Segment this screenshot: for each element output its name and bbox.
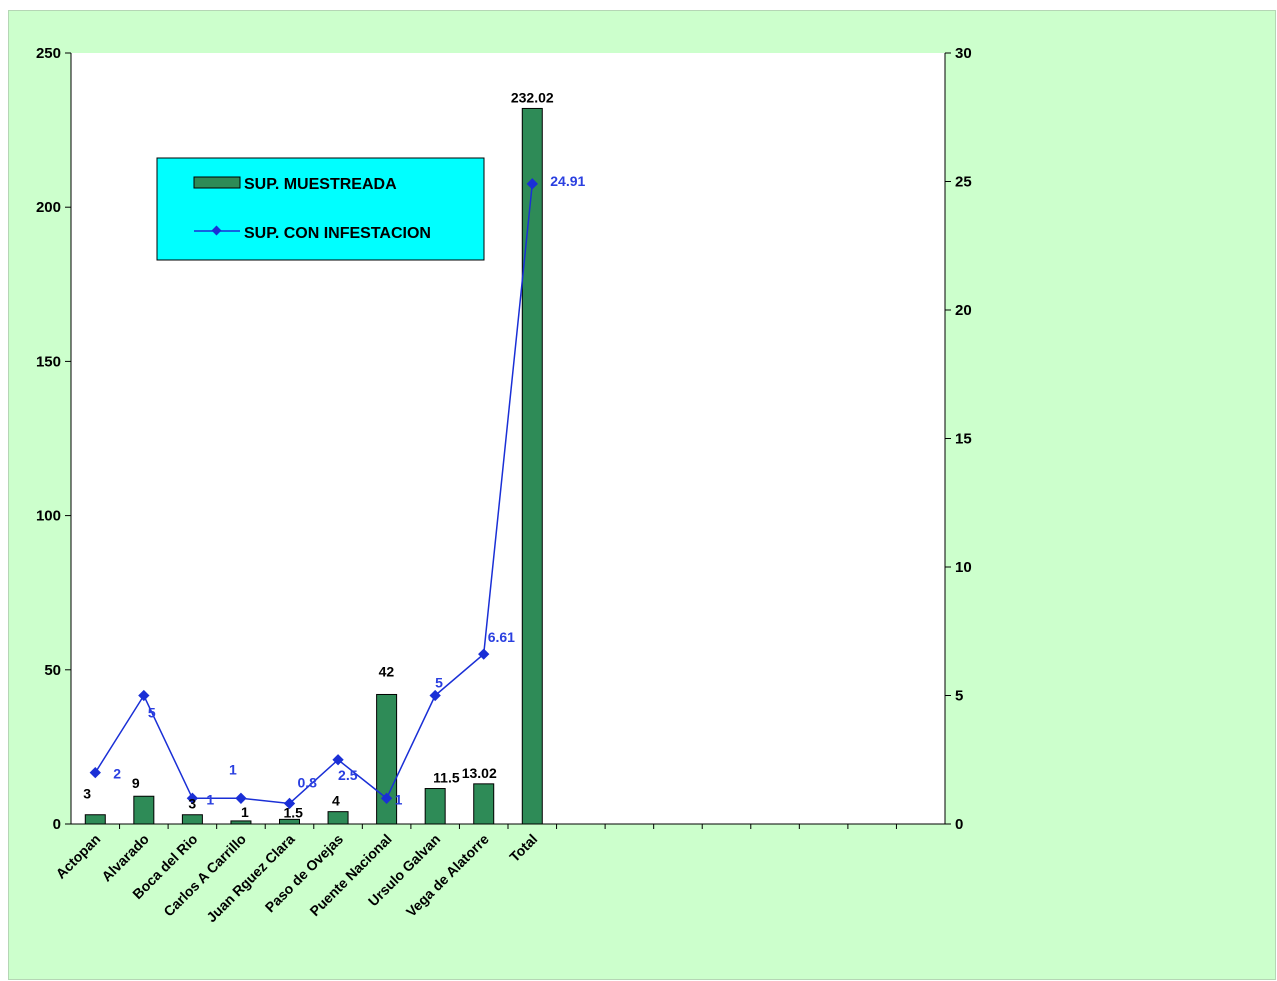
bar-value-label: 1.5 — [284, 804, 304, 820]
line-point — [235, 792, 247, 804]
left-tick-label: 250 — [36, 45, 61, 62]
right-tick-label: 25 — [955, 174, 972, 191]
line-value-label: 5 — [148, 705, 156, 721]
line-point — [380, 792, 393, 804]
bar — [181, 814, 203, 825]
chart-area: 0 50 100 150 200 250 0 5 10 15 20 25 30 Actopan Alvar… — [8, 10, 1276, 980]
line-point — [526, 178, 538, 190]
left-tick-label: 200 — [36, 199, 61, 216]
left-tick-label: 100 — [36, 508, 61, 525]
right-tick-label: 0 — [955, 816, 963, 833]
legend-line-label: SUP. CON INFESTACION — [244, 225, 431, 242]
right-tick-label: 20 — [955, 302, 972, 319]
line-point — [283, 797, 296, 810]
bar-value-label: 11.5 — [433, 770, 460, 786]
category-label: Puente Nacional — [306, 831, 394, 919]
category-label: Vega de Alatorre — [403, 831, 492, 920]
line-value-label: 2.5 — [338, 767, 358, 783]
legend-bar-swatch — [193, 176, 241, 189]
line-value-label: 5 — [435, 675, 443, 691]
right-tick-label: 15 — [955, 431, 972, 448]
bar-value-label: 3 — [188, 796, 196, 812]
line-point — [429, 689, 441, 702]
category-label: Carlos A Carrillo — [160, 831, 249, 920]
bar-value-label: 42 — [379, 663, 395, 679]
left-tick-label: 50 — [44, 662, 61, 679]
right-tick-label: 30 — [955, 45, 972, 62]
legend-box — [156, 157, 485, 261]
bar-value-label: 1 — [241, 804, 249, 820]
line-point — [186, 792, 199, 804]
line-value-label: 1 — [395, 791, 403, 807]
left-tick-label: 0 — [53, 816, 61, 833]
category-label: Total — [506, 831, 540, 865]
bar-value-label: 9 — [132, 775, 140, 791]
line-value-label: 24.91 — [550, 173, 585, 189]
right-tick-label: 10 — [955, 559, 972, 576]
bar — [376, 693, 398, 825]
legend-bar-label: SUP. MUESTREADA — [244, 176, 397, 193]
line-point — [478, 648, 490, 660]
legend-line-marker — [211, 225, 222, 236]
category-label: Actopan — [52, 831, 103, 882]
bar — [424, 788, 446, 825]
bar-value-label: 3 — [83, 786, 91, 802]
bar — [473, 783, 495, 825]
bar-value-label: 232.02 — [511, 89, 554, 105]
line-value-label: 6.61 — [488, 629, 515, 645]
line-point — [138, 689, 150, 702]
left-tick-label: 150 — [36, 353, 61, 370]
bar — [521, 107, 543, 825]
infestation-line — [94, 183, 534, 805]
category-label: Juan Rguez Clara — [203, 831, 298, 926]
line-value-label: 2 — [113, 766, 121, 782]
line-value-label: 1 — [206, 791, 214, 807]
bar — [84, 814, 106, 825]
bar-value-label: 13.02 — [462, 765, 497, 781]
bar-value-label: 4 — [332, 793, 340, 809]
legend: SUP. MUESTREADA SUP. CON INFESTACION — [156, 157, 485, 261]
line-point — [332, 754, 344, 766]
line-value-label: 1 — [229, 761, 237, 777]
line-value-label: 0.8 — [298, 774, 318, 790]
bar — [327, 811, 349, 825]
right-tick-label: 5 — [955, 688, 963, 705]
bar — [133, 795, 155, 825]
